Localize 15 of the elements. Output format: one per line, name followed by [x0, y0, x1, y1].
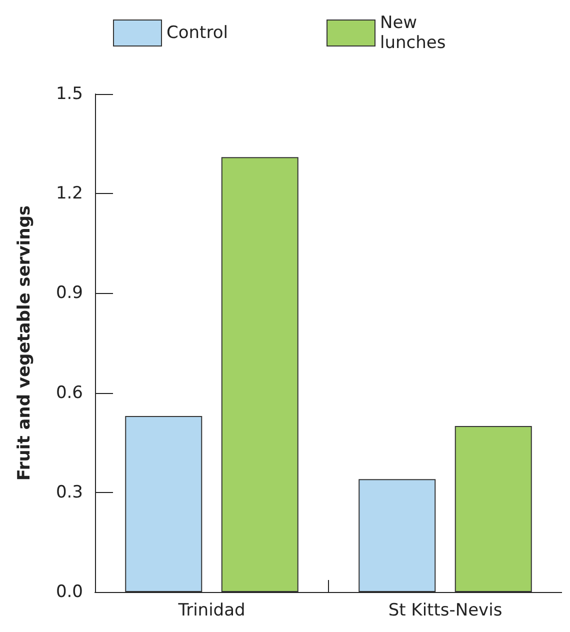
- y-axis-title: Fruit and vegetable servings: [14, 205, 34, 481]
- y-tick-label: 0.6: [56, 382, 83, 403]
- y-tick-label: 1.5: [56, 84, 83, 104]
- legend-label: Control: [166, 23, 228, 43]
- legend-label: New lunches: [380, 13, 446, 53]
- bar: [221, 157, 298, 592]
- x-tick-label: St Kitts-Nevis: [388, 600, 502, 620]
- y-tick-label: 1.2: [56, 184, 83, 204]
- y-tick-label: 0.0: [56, 582, 83, 602]
- bar: [454, 426, 532, 592]
- y-tick-label: 0.3: [56, 482, 83, 502]
- x-tick-label: Trinidad: [177, 600, 246, 620]
- y-tick-label: 0.9: [56, 283, 83, 304]
- bar: [358, 479, 436, 592]
- bar: [125, 416, 202, 592]
